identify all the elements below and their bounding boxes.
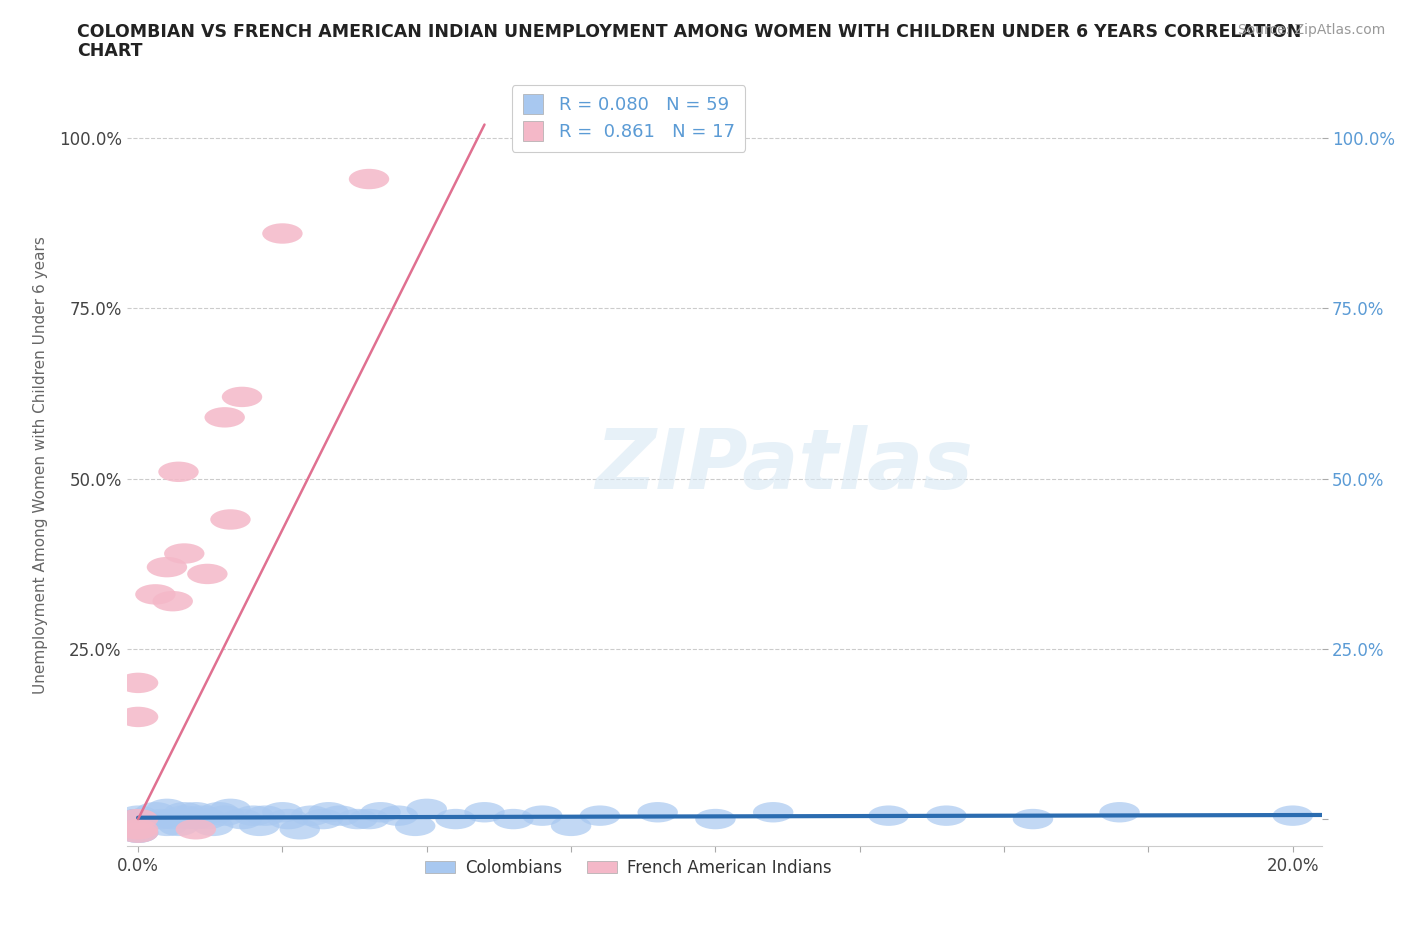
Ellipse shape (118, 809, 159, 830)
Ellipse shape (118, 816, 159, 836)
Ellipse shape (176, 802, 217, 822)
Ellipse shape (551, 816, 592, 836)
Ellipse shape (262, 223, 302, 244)
Ellipse shape (176, 809, 217, 830)
Ellipse shape (165, 543, 204, 564)
Ellipse shape (165, 802, 204, 822)
Ellipse shape (436, 809, 475, 830)
Ellipse shape (1272, 805, 1313, 826)
Ellipse shape (233, 805, 274, 826)
Ellipse shape (118, 809, 159, 830)
Text: ZIPatlas: ZIPatlas (595, 424, 973, 506)
Ellipse shape (337, 809, 378, 830)
Legend: Colombians, French American Indians: Colombians, French American Indians (419, 853, 838, 884)
Ellipse shape (222, 809, 262, 830)
Ellipse shape (204, 407, 245, 428)
Ellipse shape (118, 819, 159, 840)
Ellipse shape (118, 672, 159, 693)
Text: CHART: CHART (77, 42, 143, 60)
Ellipse shape (118, 809, 159, 830)
Ellipse shape (280, 819, 321, 840)
Ellipse shape (349, 809, 389, 830)
Ellipse shape (152, 591, 193, 611)
Ellipse shape (165, 805, 204, 826)
Ellipse shape (118, 809, 159, 830)
Ellipse shape (135, 584, 176, 604)
Ellipse shape (360, 802, 401, 822)
Ellipse shape (262, 802, 302, 822)
Ellipse shape (291, 805, 332, 826)
Ellipse shape (1099, 802, 1140, 822)
Ellipse shape (176, 819, 217, 840)
Text: COLOMBIAN VS FRENCH AMERICAN INDIAN UNEMPLOYMENT AMONG WOMEN WITH CHILDREN UNDER: COLOMBIAN VS FRENCH AMERICAN INDIAN UNEM… (77, 23, 1302, 41)
Ellipse shape (118, 809, 159, 830)
Ellipse shape (159, 816, 198, 836)
Ellipse shape (927, 805, 966, 826)
Ellipse shape (211, 799, 250, 819)
Ellipse shape (193, 816, 233, 836)
Ellipse shape (406, 799, 447, 819)
Ellipse shape (637, 802, 678, 822)
Ellipse shape (118, 822, 159, 843)
Ellipse shape (695, 809, 735, 830)
Ellipse shape (522, 805, 562, 826)
Ellipse shape (146, 799, 187, 819)
Ellipse shape (135, 802, 176, 822)
Ellipse shape (181, 805, 222, 826)
Ellipse shape (1012, 809, 1053, 830)
Ellipse shape (118, 805, 159, 826)
Ellipse shape (118, 816, 159, 836)
Ellipse shape (118, 822, 159, 843)
Ellipse shape (869, 805, 908, 826)
Ellipse shape (395, 816, 436, 836)
Ellipse shape (464, 802, 505, 822)
Ellipse shape (302, 809, 343, 830)
Ellipse shape (187, 564, 228, 584)
Ellipse shape (146, 557, 187, 578)
Ellipse shape (378, 805, 418, 826)
Ellipse shape (159, 461, 198, 482)
Ellipse shape (170, 809, 211, 830)
Ellipse shape (211, 510, 250, 530)
Ellipse shape (269, 809, 308, 830)
Ellipse shape (118, 809, 159, 830)
Ellipse shape (494, 809, 533, 830)
Ellipse shape (118, 822, 159, 843)
Ellipse shape (754, 802, 793, 822)
Ellipse shape (579, 805, 620, 826)
Ellipse shape (321, 805, 360, 826)
Ellipse shape (152, 809, 193, 830)
Ellipse shape (222, 387, 262, 407)
Text: Source: ZipAtlas.com: Source: ZipAtlas.com (1237, 23, 1385, 37)
Ellipse shape (146, 816, 187, 836)
Ellipse shape (141, 809, 181, 830)
Ellipse shape (349, 169, 389, 189)
Ellipse shape (239, 816, 280, 836)
Ellipse shape (308, 802, 349, 822)
Y-axis label: Unemployment Among Women with Children Under 6 years: Unemployment Among Women with Children U… (32, 236, 48, 694)
Ellipse shape (187, 809, 228, 830)
Ellipse shape (118, 707, 159, 727)
Ellipse shape (198, 802, 239, 822)
Ellipse shape (204, 805, 245, 826)
Ellipse shape (118, 809, 159, 830)
Ellipse shape (245, 805, 285, 826)
